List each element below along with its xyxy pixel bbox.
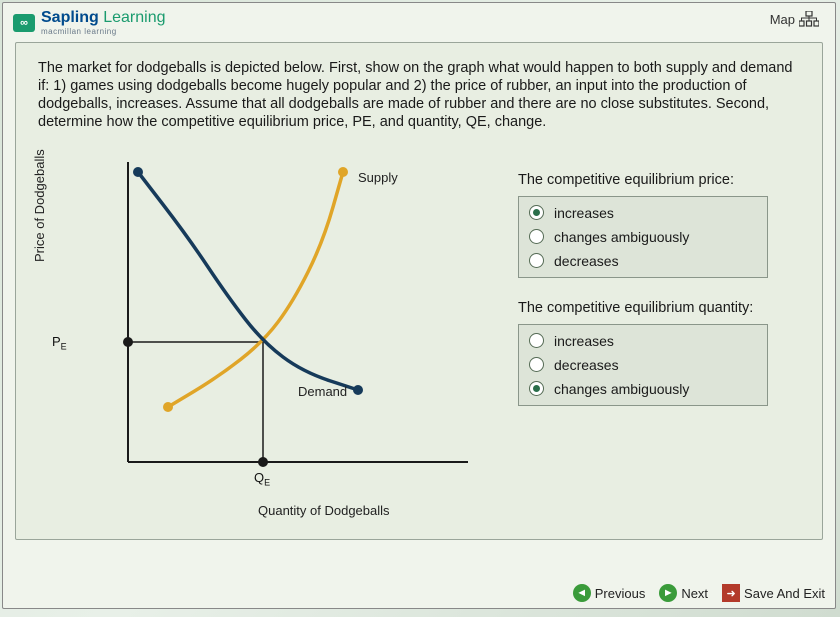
next-label: Next: [681, 586, 708, 601]
x-axis-label: Quantity of Dodgeballs: [258, 503, 390, 518]
save-exit-button[interactable]: ➜ Save And Exit: [722, 584, 825, 602]
radio-label: increases: [554, 205, 614, 221]
radio-label: increases: [554, 333, 614, 349]
brand-first: Sapling: [41, 9, 99, 26]
radio-option[interactable]: decreases: [519, 353, 767, 377]
radio-label: changes ambiguously: [554, 381, 689, 397]
brand-icon: ∞: [13, 14, 35, 32]
chart-svg: [68, 142, 488, 492]
question-prompt: The market for dodgeballs is depicted be…: [38, 59, 800, 132]
radio-label: decreases: [554, 253, 619, 269]
radio-icon: [529, 333, 544, 348]
radio-icon: [529, 357, 544, 372]
map-button[interactable]: Map: [766, 9, 823, 29]
sitemap-icon: [799, 11, 819, 27]
qe-label: QE: [254, 470, 270, 488]
arrow-left-icon: ◄: [573, 584, 591, 602]
radio-icon: [529, 229, 544, 244]
q1-title: The competitive equilibrium price:: [518, 172, 800, 188]
radio-option[interactable]: decreases: [519, 249, 767, 273]
previous-label: Previous: [595, 586, 646, 601]
radio-icon: [529, 381, 544, 396]
radio-option[interactable]: increases: [519, 329, 767, 353]
radio-label: decreases: [554, 357, 619, 373]
radio-option[interactable]: changes ambiguously: [519, 225, 767, 249]
previous-button[interactable]: ◄ Previous: [573, 584, 646, 602]
supply-demand-chart[interactable]: Price of Dodgeballs PE QE Supply Demand …: [38, 142, 498, 522]
q2-options: increases decreases changes ambiguously: [518, 324, 768, 406]
supply-label: Supply: [358, 170, 398, 185]
arrow-right-icon: ►: [659, 584, 677, 602]
work-area: Price of Dodgeballs PE QE Supply Demand …: [38, 142, 800, 522]
brand-title: Sapling Learning: [41, 9, 166, 27]
next-button[interactable]: ► Next: [659, 584, 708, 602]
map-label: Map: [770, 12, 795, 27]
q1-options: increases changes ambiguously decreases: [518, 196, 768, 278]
save-exit-label: Save And Exit: [744, 586, 825, 601]
answer-panel: The competitive equilibrium price: incre…: [518, 142, 800, 428]
radio-icon: [529, 253, 544, 268]
footer-bar: ◄ Previous ► Next ➜ Save And Exit: [573, 584, 825, 602]
header-bar: ∞ Sapling Learning macmillan learning Ma…: [3, 3, 835, 38]
exit-icon: ➜: [722, 584, 740, 602]
radio-option[interactable]: increases: [519, 201, 767, 225]
demand-label: Demand: [298, 384, 347, 399]
pe-label: PE: [52, 334, 67, 352]
content-panel: The market for dodgeballs is depicted be…: [15, 42, 823, 540]
q2-title: The competitive equilibrium quantity:: [518, 300, 800, 316]
radio-option[interactable]: changes ambiguously: [519, 377, 767, 401]
brand: ∞ Sapling Learning macmillan learning: [13, 9, 166, 36]
radio-icon: [529, 205, 544, 220]
brand-second: Learning: [103, 9, 165, 26]
brand-subtitle: macmillan learning: [41, 27, 166, 36]
radio-label: changes ambiguously: [554, 229, 689, 245]
app-frame: ∞ Sapling Learning macmillan learning Ma…: [2, 2, 836, 609]
y-axis-label: Price of Dodgeballs: [32, 149, 47, 262]
